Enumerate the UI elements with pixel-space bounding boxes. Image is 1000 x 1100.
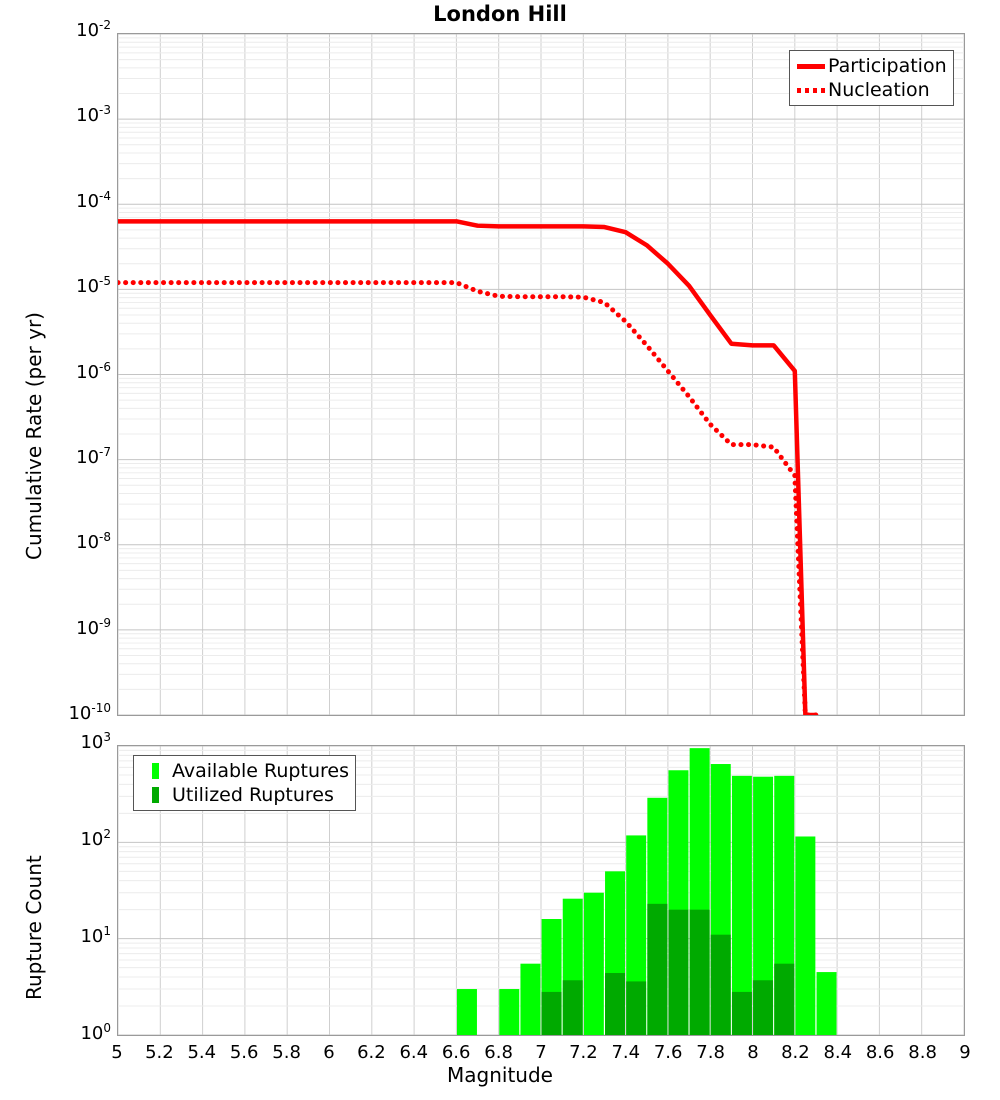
bar-available xyxy=(456,989,477,1035)
bar-utilized xyxy=(774,963,795,1035)
bar-available xyxy=(520,963,541,1035)
dotted-line-icon xyxy=(794,87,828,93)
y-tick-label: 10-7 xyxy=(76,444,111,468)
bar-utilized xyxy=(647,903,668,1035)
x-tick-label: 6 xyxy=(323,1042,335,1063)
legend-label-nucleation: Nucleation xyxy=(828,79,930,101)
bar-available xyxy=(795,836,816,1035)
cumulative-rate-plot-canvas xyxy=(118,34,964,715)
legend-rupture-count: Available Ruptures Utilized Ruptures xyxy=(133,755,356,811)
rupture-count-plot xyxy=(117,745,965,1036)
x-tick-label: 6.8 xyxy=(484,1042,513,1063)
x-tick-label: 7 xyxy=(535,1042,547,1063)
y-tick-label: 100 xyxy=(80,1021,111,1044)
x-tick-label: 5 xyxy=(111,1042,123,1063)
bar-available xyxy=(816,972,837,1035)
y-tick-label: 10-4 xyxy=(76,188,111,212)
bar-utilized xyxy=(689,909,710,1035)
x-tick-label: 8 xyxy=(747,1042,759,1063)
x-tick-label: 5.2 xyxy=(145,1042,174,1063)
x-tick-label: 6.4 xyxy=(399,1042,429,1063)
x-tick-label: 7.6 xyxy=(653,1042,683,1063)
y-tick-label: 10-9 xyxy=(76,615,111,639)
x-tick-label: 8.6 xyxy=(865,1042,895,1063)
x-tick-label: 7.4 xyxy=(611,1042,641,1063)
y-tick-label: 101 xyxy=(80,924,111,947)
series-line-participation xyxy=(118,219,816,715)
x-tick-label: 5.6 xyxy=(229,1042,259,1063)
solid-line-icon xyxy=(794,63,828,69)
cumulative-rate-plot xyxy=(117,33,965,716)
utilized-ruptures-swatch-icon xyxy=(138,787,172,803)
y-axis-label-cumulative-rate: Cumulative Rate (per yr) xyxy=(22,312,46,560)
bar-available xyxy=(731,775,752,1035)
x-tick-label: 8.2 xyxy=(781,1042,810,1063)
bar-utilized xyxy=(668,909,689,1035)
legend-item-available-ruptures: Available Ruptures xyxy=(138,759,349,783)
bar-utilized xyxy=(710,934,731,1035)
bar-utilized xyxy=(605,973,626,1035)
bar-utilized xyxy=(562,980,583,1035)
y-tick-label: 10-10 xyxy=(68,701,111,724)
x-axis-label-magnitude: Magnitude xyxy=(447,1063,553,1087)
legend-item-utilized-ruptures: Utilized Ruptures xyxy=(138,783,349,807)
legend-cumulative-rate: Participation Nucleation xyxy=(789,50,954,106)
chart-title: London Hill xyxy=(433,2,567,26)
y-tick-label: 10-5 xyxy=(76,274,111,298)
available-ruptures-swatch-icon xyxy=(138,763,172,779)
bar-utilized xyxy=(731,991,752,1035)
x-tick-label: 8.4 xyxy=(823,1042,853,1063)
bar-utilized xyxy=(753,980,774,1035)
legend-label-utilized-ruptures: Utilized Ruptures xyxy=(172,784,334,806)
grid xyxy=(118,34,964,715)
y-tick-label: 102 xyxy=(80,827,111,850)
x-tick-label: 6.2 xyxy=(357,1042,386,1063)
x-tick-label: 8.8 xyxy=(908,1042,937,1063)
x-tick-label: 9 xyxy=(959,1042,971,1063)
x-tick-label: 5.4 xyxy=(187,1042,217,1063)
y-tick-label: 103 xyxy=(80,730,111,753)
y-axis-label-rupture-count: Rupture Count xyxy=(22,855,46,1000)
series-line-nucleation xyxy=(118,280,819,715)
bar-available xyxy=(753,776,774,1035)
bar-utilized xyxy=(626,981,647,1035)
x-tick-label: 6.6 xyxy=(441,1042,471,1063)
legend-label-available-ruptures: Available Ruptures xyxy=(172,760,349,782)
y-tick-label: 10-3 xyxy=(76,103,111,127)
legend-label-participation: Participation xyxy=(828,55,947,77)
legend-item-nucleation: Nucleation xyxy=(794,78,947,102)
bar-available xyxy=(499,989,520,1035)
y-tick-label: 10-8 xyxy=(76,530,111,554)
y-tick-label: 10-2 xyxy=(76,18,111,41)
x-tick-label: 5.8 xyxy=(272,1042,301,1063)
y-tick-label: 10-6 xyxy=(76,359,111,383)
bar-utilized xyxy=(541,991,562,1035)
legend-item-participation: Participation xyxy=(794,54,947,78)
x-tick-label: 7.8 xyxy=(696,1042,725,1063)
x-tick-label: 7.2 xyxy=(569,1042,598,1063)
bar-available xyxy=(583,892,604,1035)
